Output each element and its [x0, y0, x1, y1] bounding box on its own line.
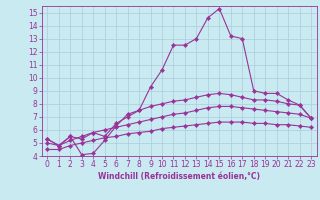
- X-axis label: Windchill (Refroidissement éolien,°C): Windchill (Refroidissement éolien,°C): [98, 172, 260, 181]
